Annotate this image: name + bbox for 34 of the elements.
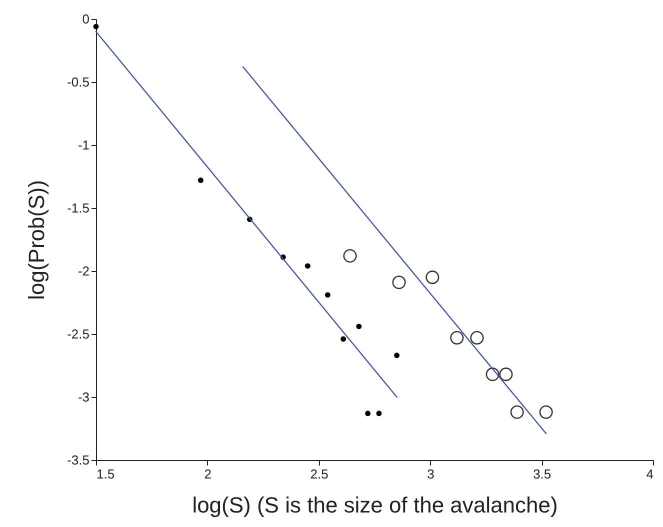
y-tick-label: -3.5: [67, 452, 90, 468]
point: [304, 263, 310, 269]
x-tick-label: 1.5: [96, 466, 115, 482]
y-tick-label: -3: [78, 390, 90, 404]
point: [450, 331, 464, 345]
y-axis-title: log(Prob(S)): [24, 180, 50, 300]
point: [486, 368, 500, 382]
point: [376, 410, 382, 416]
point: [324, 292, 330, 298]
x-tick-label: 2: [204, 466, 212, 482]
y-tick-label: 0: [82, 12, 90, 26]
x-tick-label: 2.5: [310, 466, 328, 482]
point: [426, 270, 440, 284]
point: [198, 178, 204, 184]
point: [356, 324, 362, 330]
point: [365, 410, 371, 416]
point: [394, 352, 400, 358]
point: [539, 405, 553, 419]
point: [93, 24, 99, 30]
point: [499, 368, 513, 382]
y-tick-label: -2: [78, 264, 90, 278]
y-tick-label: -0.5: [67, 74, 90, 90]
x-tick-label: 4: [646, 466, 654, 482]
point: [510, 405, 524, 419]
x-tick-label: 3: [427, 466, 434, 482]
y-tick-label: -1: [78, 138, 90, 152]
point: [392, 276, 406, 290]
point: [343, 249, 357, 263]
y-tick-label: -2.5: [67, 326, 90, 342]
y-tick-label: -1.5: [67, 200, 90, 216]
x-axis-title: log(S) (S is the size of the avalanche): [192, 492, 558, 518]
point: [340, 336, 346, 342]
point: [470, 331, 484, 345]
x-tick-label: 3.5: [533, 466, 552, 482]
